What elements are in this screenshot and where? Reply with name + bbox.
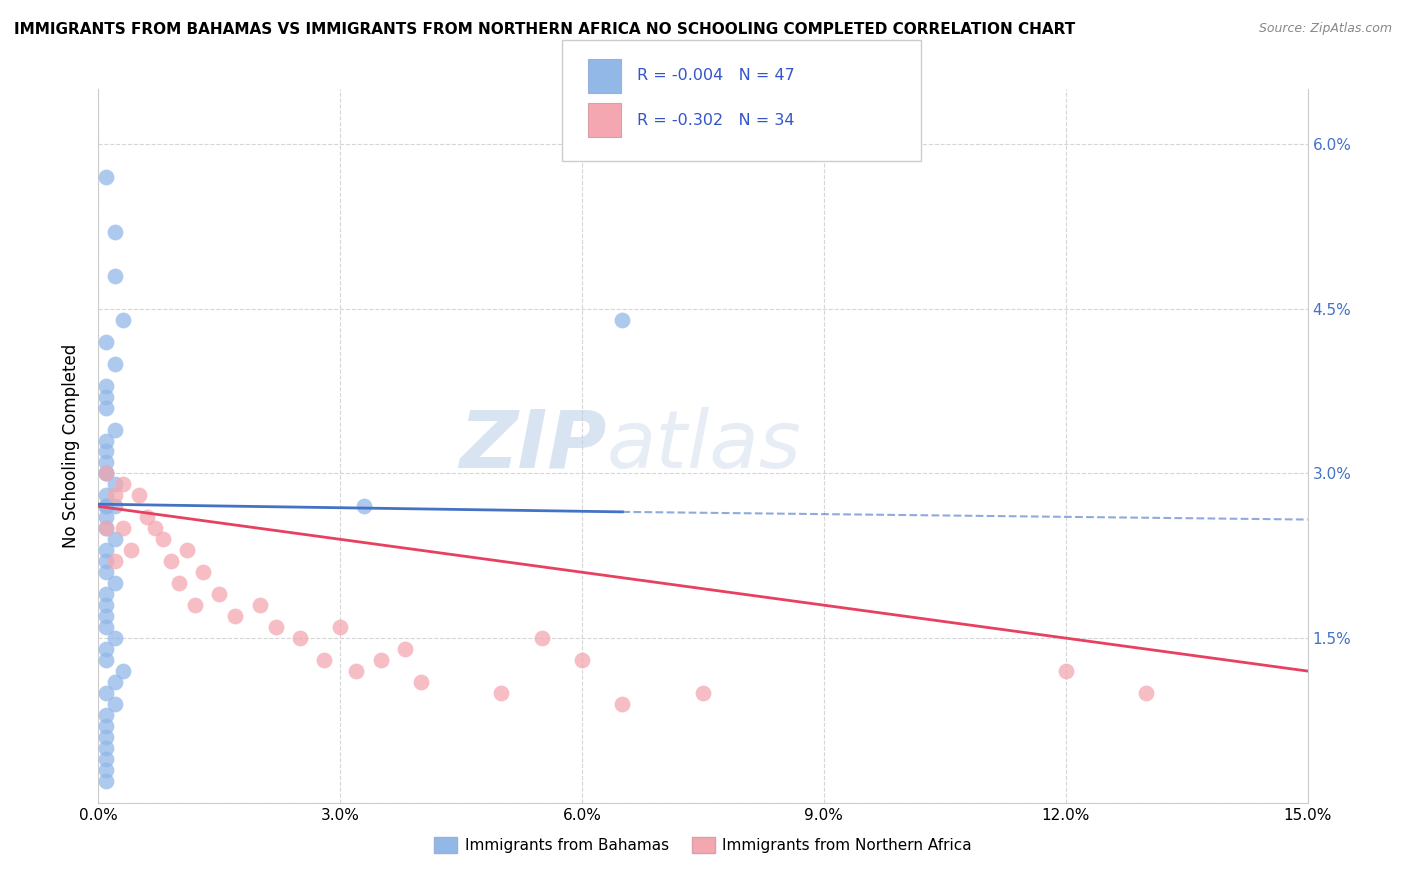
Point [103, 533, 125, 547]
Point [96, 740, 118, 755]
Point [224, 609, 246, 624]
Point [103, 675, 125, 690]
Point [96, 401, 118, 415]
Point [96, 169, 118, 184]
Point [612, 697, 634, 711]
Point [96, 686, 118, 700]
Point [96, 467, 118, 481]
Point [103, 554, 125, 568]
Text: IMMIGRANTS FROM BAHAMAS VS IMMIGRANTS FROM NORTHERN AFRICA NO SCHOOLING COMPLETE: IMMIGRANTS FROM BAHAMAS VS IMMIGRANTS FR… [14, 22, 1076, 37]
Point [1135, 686, 1157, 700]
Text: Source: ZipAtlas.com: Source: ZipAtlas.com [1258, 22, 1392, 36]
Text: R = -0.004   N = 47: R = -0.004 N = 47 [637, 69, 794, 83]
Point [135, 510, 157, 524]
Point [571, 653, 593, 667]
Point [96, 467, 118, 481]
Point [103, 488, 125, 502]
Y-axis label: No Schooling Completed: No Schooling Completed [62, 344, 80, 548]
Point [96, 642, 118, 657]
Point [96, 587, 118, 601]
Point [530, 631, 553, 645]
Point [152, 533, 174, 547]
Point [111, 312, 134, 326]
Point [96, 378, 118, 392]
Point [103, 576, 125, 591]
Legend: Immigrants from Bahamas, Immigrants from Northern Africa: Immigrants from Bahamas, Immigrants from… [427, 831, 979, 859]
Point [111, 477, 134, 491]
Point [96, 510, 118, 524]
Point [96, 467, 118, 481]
Point [96, 773, 118, 788]
Point [96, 719, 118, 733]
Point [96, 609, 118, 624]
Text: ZIP: ZIP [458, 407, 606, 485]
Point [120, 543, 142, 558]
Point [329, 620, 352, 634]
Point [96, 500, 118, 514]
Point [96, 334, 118, 349]
Point [103, 477, 125, 491]
Point [264, 620, 287, 634]
Point [96, 620, 118, 634]
Point [103, 631, 125, 645]
Point [96, 488, 118, 502]
Point [96, 444, 118, 458]
Point [167, 576, 190, 591]
Point [96, 708, 118, 723]
Point [249, 598, 271, 612]
Point [96, 554, 118, 568]
Point [96, 566, 118, 580]
Point [370, 653, 392, 667]
Point [288, 631, 311, 645]
Point [491, 686, 513, 700]
Point [96, 730, 118, 744]
Text: atlas: atlas [606, 407, 801, 485]
Point [128, 488, 150, 502]
Point [160, 554, 183, 568]
Point [96, 752, 118, 766]
Point [96, 521, 118, 535]
Point [111, 521, 134, 535]
Point [353, 500, 375, 514]
Point [103, 423, 125, 437]
Point [1054, 664, 1077, 678]
Point [103, 357, 125, 371]
Point [96, 455, 118, 469]
Point [193, 566, 215, 580]
Point [96, 543, 118, 558]
Point [103, 268, 125, 283]
Point [409, 675, 432, 690]
Point [96, 500, 118, 514]
Point [176, 543, 198, 558]
Point [344, 664, 367, 678]
Point [612, 312, 634, 326]
Point [394, 642, 416, 657]
Point [103, 225, 125, 239]
Point [692, 686, 714, 700]
Point [314, 653, 336, 667]
Point [111, 664, 134, 678]
Point [103, 697, 125, 711]
Text: R = -0.302   N = 34: R = -0.302 N = 34 [637, 113, 794, 128]
Point [96, 763, 118, 777]
Point [96, 653, 118, 667]
Point [103, 500, 125, 514]
Point [96, 434, 118, 448]
Point [96, 598, 118, 612]
Point [208, 587, 231, 601]
Point [143, 521, 166, 535]
Point [96, 521, 118, 535]
Point [184, 598, 207, 612]
Point [96, 390, 118, 404]
